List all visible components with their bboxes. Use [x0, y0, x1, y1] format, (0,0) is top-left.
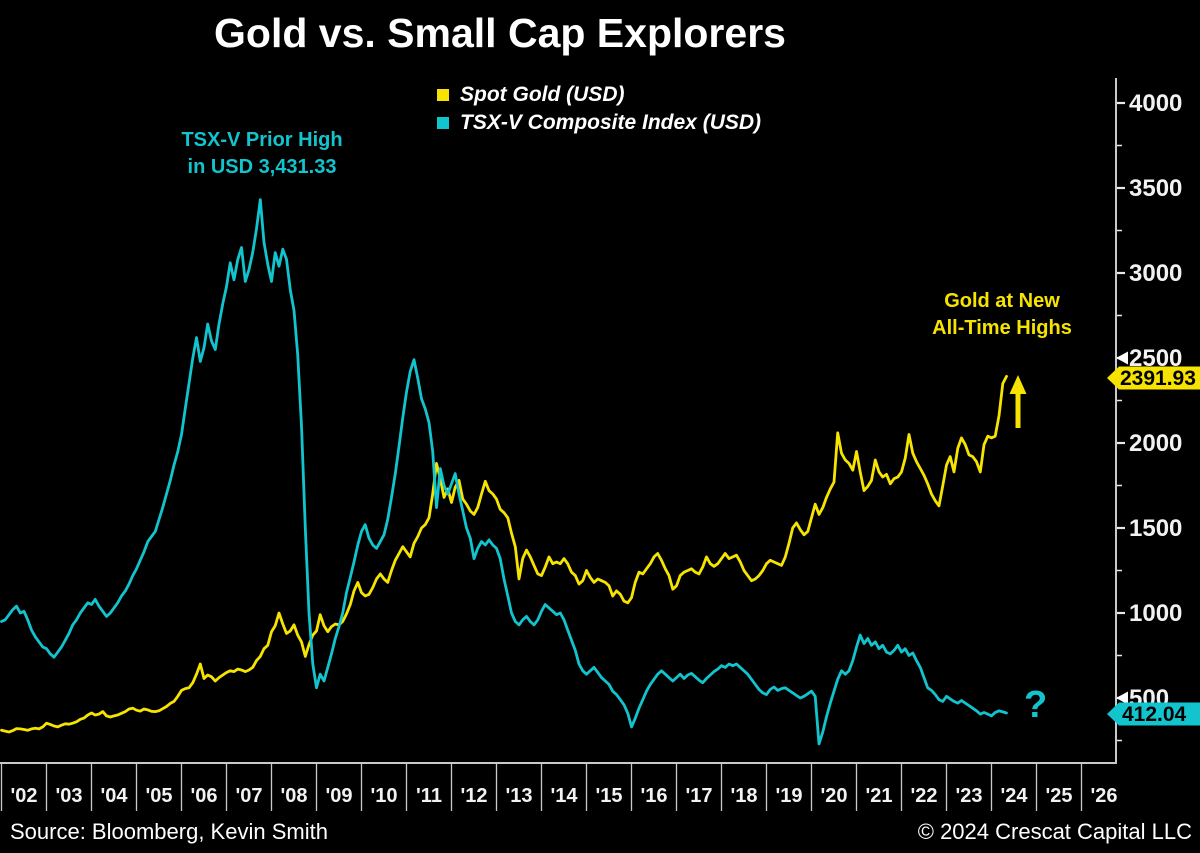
x-tick-label: '13: [505, 785, 532, 807]
x-tick-label: '08: [280, 785, 307, 807]
x-tick-label: '12: [460, 785, 487, 807]
copyright-notice: © 2024 Crescat Capital LLC: [917, 819, 1192, 844]
x-tick-label: '25: [1045, 785, 1072, 807]
tsxv-legend-label: TSX-V Composite Index (USD): [460, 111, 762, 134]
x-tick-label: '04: [100, 785, 128, 807]
y-tick-label: 4000: [1129, 90, 1182, 117]
x-tick-label: '03: [55, 785, 82, 807]
x-tick-label: '24: [1000, 785, 1028, 807]
legend-row-tsxv: TSX-V Composite Index (USD): [437, 109, 761, 137]
x-axis-ticks: [0, 763, 1083, 811]
up-arrow-icon: [1009, 375, 1027, 428]
x-tick-label: '07: [235, 785, 262, 807]
x-tick-label: '09: [325, 785, 352, 807]
y-tick-label: 3500: [1129, 175, 1182, 202]
x-tick-label: '06: [190, 785, 217, 807]
x-tick-label: '16: [640, 785, 667, 807]
question-mark-annotation: ?: [1024, 684, 1048, 726]
tsxv-series-line: [0, 198, 1008, 746]
series-lines: [0, 198, 1008, 746]
source-credit: Source: Bloomberg, Kevin Smith: [10, 819, 328, 844]
tsxv-prior-high-annotation: TSX-V Prior High in USD 3,431.33: [142, 127, 382, 181]
axis-marker-500-icon: [1116, 691, 1128, 705]
tsxv-price-badge: 412.04: [1107, 702, 1200, 726]
x-axis-labels: '02 '03 '04 '05 '06 '07 '08 '09 '10 '11 '12 '13 '14 '…: [10, 785, 1117, 807]
x-tick-label: '02: [10, 785, 37, 807]
y-tick-label: 1000: [1129, 600, 1182, 627]
tsxv-prior-high-line1: TSX-V Prior High: [181, 129, 343, 151]
gold-high-line1: Gold at New: [944, 290, 1060, 312]
axis-marker-2500-icon: [1116, 351, 1128, 365]
chart-title: Gold vs. Small Cap Explorers: [214, 10, 786, 56]
y-tick-label: 2000: [1129, 430, 1182, 457]
x-tick-label: '14: [550, 785, 578, 807]
tsxv-legend-swatch-icon: [437, 117, 449, 129]
x-tick-label: '18: [730, 785, 757, 807]
legend-row-gold: Spot Gold (USD): [437, 81, 761, 109]
y-tick-label: 3000: [1129, 260, 1182, 287]
x-tick-label: '15: [595, 785, 622, 807]
x-tick-label: '21: [865, 785, 892, 807]
gold-price-badge-value: 2391.93: [1120, 367, 1196, 390]
x-tick-label: '17: [685, 785, 712, 807]
legend: Spot Gold (USD) TSX-V Composite Index (U…: [437, 81, 761, 137]
y-axis-ticks: [1116, 101, 1125, 742]
x-tick-label: '22: [910, 785, 937, 807]
x-tick-label: '05: [145, 785, 172, 807]
gold-high-line2: All-Time Highs: [932, 317, 1072, 339]
tsxv-price-badge-value: 412.04: [1122, 703, 1187, 726]
x-tick-label: '19: [775, 785, 802, 807]
y-tick-label: 1500: [1129, 515, 1182, 542]
x-tick-label: '26: [1090, 785, 1117, 807]
gold-all-time-high-annotation: Gold at New All-Time Highs: [882, 288, 1122, 342]
x-tick-label: '20: [820, 785, 847, 807]
gold-price-badge: 2391.93: [1107, 366, 1200, 390]
x-tick-label: '11: [416, 785, 442, 807]
tsxv-prior-high-line2: in USD 3,431.33: [187, 156, 337, 178]
x-tick-label: '10: [370, 785, 397, 807]
gold-series-line: [0, 374, 1008, 734]
x-tick-label: '23: [955, 785, 982, 807]
gold-legend-swatch-icon: [437, 89, 449, 101]
gold-legend-label: Spot Gold (USD): [460, 83, 625, 106]
